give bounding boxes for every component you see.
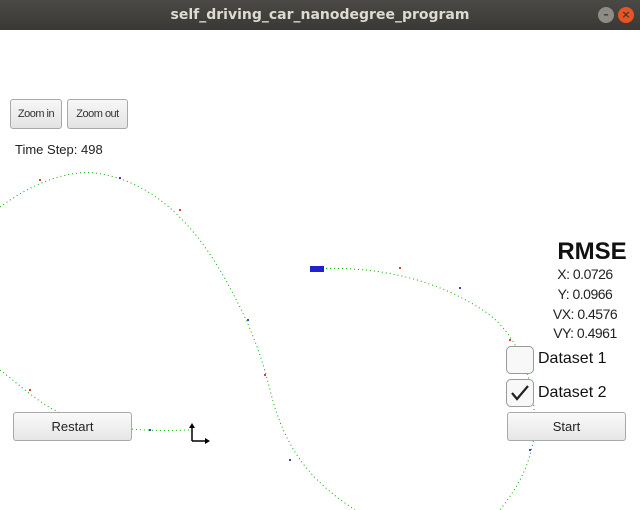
window-title: self_driving_car_nanodegree_program [170,7,470,23]
estimate-path-left [0,172,356,510]
rmse-vx: VX: 0.4576 [552,306,618,322]
title-bar [0,0,640,30]
close-icon: × [621,8,631,21]
zoom-out-button[interactable]: Zoom out [67,99,128,129]
dataset-2-checkbox[interactable] [506,379,534,407]
rmse-vy: VY: 0.4961 [553,325,617,341]
time-step-label: Time Step: 498 [15,142,103,157]
checkmark-icon [511,385,529,401]
minimize-button[interactable]: – [598,7,614,23]
measurement-markers [29,177,531,461]
start-button[interactable]: Start [507,412,626,441]
car-marker [310,266,324,272]
estimate-path-right [309,267,536,510]
zoom-in-button[interactable]: Zoom in [10,99,62,129]
restart-button[interactable]: Restart [13,412,132,441]
dataset-2-label: Dataset 2 [538,384,607,401]
rmse-title: RMSE [557,238,627,265]
axis-origin-icon [189,423,210,444]
rmse-y: Y: 0.0966 [557,286,613,302]
dataset-1-checkbox[interactable] [506,346,534,374]
minimize-icon: – [603,8,609,21]
dataset-1-label: Dataset 1 [538,350,607,367]
rmse-x: X: 0.0726 [557,266,613,282]
close-button[interactable]: × [618,7,634,23]
